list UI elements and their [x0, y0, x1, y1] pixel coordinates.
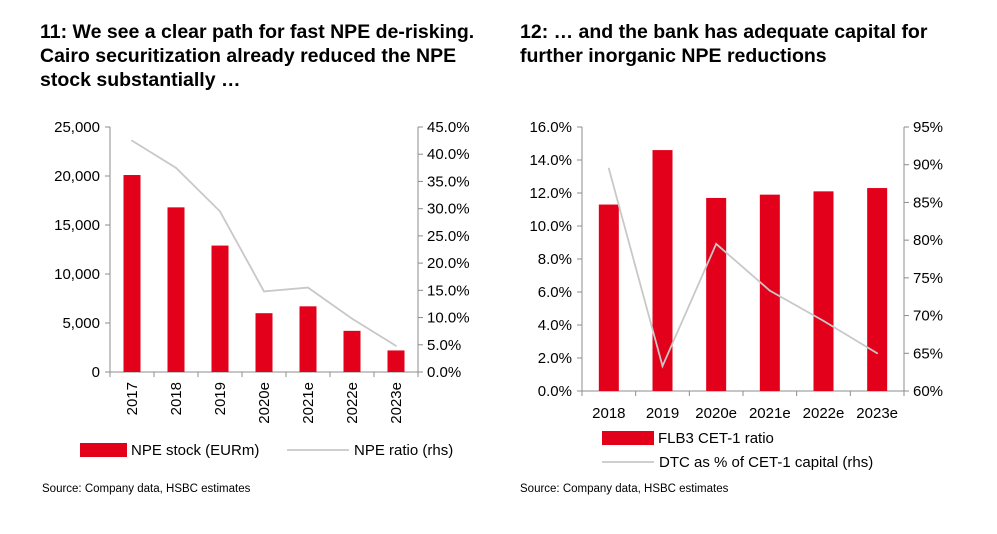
source-note: Source: Company data, HSBC estimates: [42, 483, 251, 495]
y-tick-label: 20,000: [54, 168, 100, 185]
line-point-2022e: [351, 317, 353, 320]
y-tick-label: 0.0%: [538, 383, 572, 400]
x-tick-label: 2021e: [300, 382, 317, 424]
y-tick-label: 2.0%: [538, 350, 572, 367]
y-tick-label: 5,000: [62, 315, 100, 332]
y2-tick-label: 40.0%: [427, 146, 470, 163]
y2-tick-label: 85%: [913, 194, 943, 211]
legend-swatch-bars: [80, 443, 127, 457]
chart-panel-capital: 12: … and the bank has adequate capital …: [505, 0, 997, 534]
x-tick-label: 2020e: [256, 382, 273, 424]
y2-tick-label: 65%: [913, 345, 943, 362]
x-tick-label: 2018: [592, 405, 625, 422]
y-tick-label: 12.0%: [529, 185, 572, 202]
bar-2017: [123, 175, 141, 372]
source-note: Source: Company data, HSBC estimates: [520, 483, 729, 495]
y2-tick-label: 45.0%: [427, 119, 470, 136]
y2-tick-label: 15.0%: [427, 282, 470, 299]
bar-2020e: [706, 197, 727, 391]
y2-tick-label: 60%: [913, 383, 943, 400]
x-tick-label: 2023e: [388, 382, 405, 424]
x-tick-label: 2021e: [749, 405, 791, 422]
y2-tick-label: 90%: [913, 157, 943, 174]
y2-tick-label: 35.0%: [427, 173, 470, 190]
y-tick-label: 15,000: [54, 217, 100, 234]
npe-chart: 25,000 20,000 15,000 10,000 5,000 0 45.0% 40.0%…: [54, 119, 470, 459]
line-point-2018: [607, 167, 610, 170]
y-tick-label: 14.0%: [529, 152, 572, 169]
x-tick-label: 2022e: [803, 405, 845, 422]
x-tick-label: 2019: [212, 382, 229, 415]
y2-tick-label: 25.0%: [427, 228, 470, 245]
line-point-2020e: [263, 290, 265, 293]
y2-tick-label: 75%: [913, 270, 943, 287]
y-tick-label: 25,000: [54, 119, 100, 136]
line-point-2023e: [876, 352, 879, 355]
x-tick-label: 2022e: [344, 382, 361, 424]
y-tick-label: 8.0%: [538, 251, 572, 268]
capital-chart: 16.0% 14.0% 12.0% 10.0% 8.0% 6.0% 4.0% 2.0% 0.0%…: [529, 119, 943, 471]
chart-title: 11: We see a clear path for fast NPE de-…: [40, 21, 475, 91]
legend-label-bars: FLB3 CET-1 ratio: [658, 430, 774, 447]
y-tick-label: 4.0%: [538, 317, 572, 334]
bar-2019: [211, 245, 229, 372]
chart-title: 12: … and the bank has adequate capital …: [520, 21, 928, 67]
y2-tick-label: 70%: [913, 308, 943, 325]
y-tick-label: 10.0%: [529, 218, 572, 235]
bar-2021e: [759, 194, 780, 391]
bar-2023e: [387, 350, 405, 372]
legend-label-line: DTC as % of CET-1 capital (rhs): [659, 454, 873, 471]
y-tick-label: 16.0%: [529, 119, 572, 136]
y2-tick-label: 10.0%: [427, 310, 470, 327]
y2-tick-label: 95%: [913, 119, 943, 136]
line-point-2021e: [307, 286, 309, 289]
line-point-2017: [131, 139, 133, 142]
y2-tick-label: 5.0%: [427, 337, 461, 354]
x-tick-label: 2019: [646, 405, 679, 422]
x-tick-label: 2023e: [856, 405, 898, 422]
line-point-2019: [661, 365, 664, 368]
y2-tick-label: 0.0%: [427, 364, 461, 381]
bar-2018: [167, 207, 185, 372]
y2-tick-label: 30.0%: [427, 201, 470, 218]
line-point-2019: [219, 210, 221, 213]
line-point-2020e: [715, 243, 718, 245]
bar-2018: [598, 204, 619, 391]
bar-2019: [652, 150, 673, 391]
line-point-2018: [175, 166, 177, 169]
line-point-2022e: [822, 319, 825, 322]
x-tick-label: 2017: [124, 382, 141, 415]
x-tick-label: 2018: [168, 382, 185, 415]
y2-tick-label: 80%: [913, 232, 943, 249]
bar-2020e: [255, 313, 273, 372]
legend-swatch-bars: [602, 431, 654, 445]
chart-panel-npe: 11: We see a clear path for fast NPE de-…: [40, 21, 475, 495]
bar-2022e: [343, 330, 361, 372]
y-tick-label: 0: [92, 364, 100, 381]
line-point-2023e: [395, 344, 397, 347]
legend-label-bars: NPE stock (EURm): [131, 442, 259, 459]
x-tick-label: 2020e: [695, 405, 737, 422]
bar-2023e: [867, 188, 888, 391]
bar-2022e: [813, 191, 834, 391]
line-series: [607, 168, 878, 369]
bar-2021e: [299, 306, 317, 372]
legend-label-line: NPE ratio (rhs): [354, 442, 453, 459]
y-tick-label: 10,000: [54, 266, 100, 283]
y2-tick-label: 20.0%: [427, 255, 470, 272]
y-tick-label: 6.0%: [538, 284, 572, 301]
line-point-2021e: [768, 289, 771, 292]
